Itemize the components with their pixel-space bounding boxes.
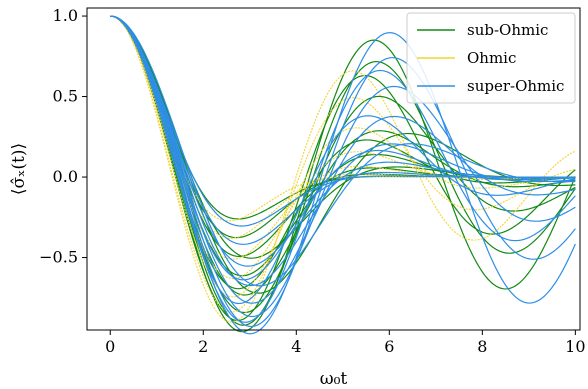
series-line-super-ohmic (110, 15, 576, 287)
curves-layer (110, 15, 576, 335)
series-line-super-ohmic (110, 15, 576, 335)
x-tick-label: 2 (198, 337, 208, 356)
legend-label: Ohmic (467, 49, 516, 67)
x-tick-label: 0 (105, 337, 115, 356)
x-tick-label: 8 (477, 337, 487, 356)
legend-label: super-Ohmic (467, 77, 564, 95)
y-tick-label: −0.5 (39, 248, 78, 267)
x-tick-label: 6 (384, 337, 394, 356)
axes-frame (86, 7, 581, 331)
legend-box (406, 12, 576, 104)
series-line-ohmic (110, 15, 576, 323)
series-line-super-ohmic (110, 15, 576, 281)
legend: sub-Ohmic Ohmic super-Ohmic (406, 12, 576, 104)
series-line-ohmic (110, 15, 576, 298)
y-tick-label: 1.0 (53, 6, 78, 25)
series-line-super-ohmic (110, 15, 576, 328)
y-tick-label: 0.5 (53, 87, 78, 106)
x-axis-ticks: 0 2 4 6 8 10 (105, 330, 586, 356)
series-line-super-ohmic (110, 15, 576, 227)
y-axis-ticks: −0.5 0.0 0.5 1.0 (39, 6, 87, 267)
series-line-super-ohmic (110, 15, 576, 287)
series-line-super-ohmic (110, 15, 576, 323)
legend-label: sub-Ohmic (467, 21, 548, 39)
series-line-super-ohmic (110, 15, 576, 304)
y-tick-label: 0.0 (53, 167, 78, 186)
y-axis-label: ⟨σ̂ₓ(t)⟩ (9, 143, 29, 195)
series-line-super-ohmic (110, 15, 576, 305)
x-tick-label: 10 (565, 337, 585, 356)
x-axis-label: ω₀t (320, 369, 348, 389)
x-tick-label: 4 (291, 337, 301, 356)
series-line-ohmic (110, 15, 576, 313)
